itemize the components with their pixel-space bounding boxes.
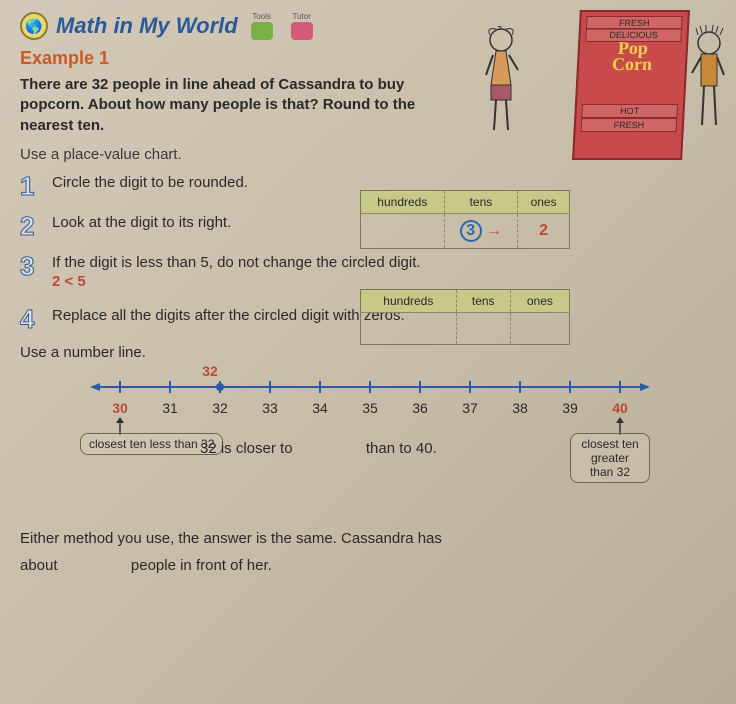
person-left [476,25,526,150]
person-right [684,25,734,150]
nl-tick-39: 39 [562,400,578,416]
blank-answer [62,569,127,570]
conclusion-line-2a: about [20,557,58,574]
nl-tick-33: 33 [262,400,278,416]
tutor-icon [291,22,313,40]
closer-text-1: 32 is closer to [200,440,293,457]
pv-cell-hundreds [361,214,445,249]
nl-tick-37: 37 [462,400,478,416]
pv-cell-ones: 2 [518,214,570,249]
tutor-button[interactable]: Tutor [286,10,318,42]
nl-tick-34: 34 [312,400,328,416]
nl-tick-35: 35 [362,400,378,416]
nl-tick-30: 30 [112,400,128,416]
globe-icon: 🌎 [20,12,48,40]
nl-tick-40: 40 [612,400,628,416]
circled-tens-digit: 3 [460,220,482,242]
popcorn-logo-2: Corn [579,56,686,72]
tools-button-label: Tools [252,12,271,21]
number-line-section: Use a number line. 32 30 31 32 33 34 35 … [20,344,716,455]
place-value-table-1: hundreds tens ones 3 → 2 [360,190,570,249]
nl-tick-36: 36 [412,400,428,416]
tools-icon [251,22,273,40]
popcorn-label-fresh-2: FRESH [581,118,678,132]
closer-statement: 32 is closer to than to 40. [200,440,437,457]
step-number: 2 [20,213,44,239]
step-number: 3 [20,253,44,279]
place-value-table-2: hundreds tens ones [360,289,570,345]
step-text-extra: 2 < 5 [52,273,86,290]
nl-marker-label: 32 [202,363,218,379]
tools-button[interactable]: Tools [246,10,278,42]
blank-closer [297,452,362,453]
number-line-svg [90,365,650,400]
tutor-button-label: Tutor [293,12,311,21]
popcorn-label-hot: HOT [581,104,678,118]
pv2-cell-hundreds [361,313,457,345]
arrow-icon: → [486,222,502,239]
number-line-title: Use a number line. [20,344,716,361]
callout-right: closest ten greater than 32 [570,433,650,483]
problem-text: There are 32 people in line ahead of Cas… [20,75,450,136]
conclusion-text: Either method you use, the answer is the… [20,525,716,579]
popcorn-logo: Pop Corn [579,40,687,72]
conclusion-line-1: Either method you use, the answer is the… [20,530,442,547]
number-line: 32 30 31 32 33 34 35 36 37 38 39 40 [90,365,650,455]
pv2-header-hundreds: hundreds [361,290,457,313]
pv-header-ones: ones [518,191,570,214]
pv2-cell-tens [456,313,510,345]
step-number: 1 [20,173,44,199]
nl-tick-31: 31 [162,400,178,416]
pv2-cell-ones [510,313,569,345]
popcorn-label-delicious: DELICIOUS [585,28,682,42]
closer-text-2: than to 40. [366,440,437,457]
page-title: Math in My World [56,13,238,39]
illustration-area: FRESH DELICIOUS Pop Corn HOT FRESH [476,0,726,190]
pv-header-tens: tens [444,191,518,214]
place-value-tables: hundreds tens ones 3 → 2 hundreds tens o… [360,190,570,345]
conclusion-line-2b: people in front of her. [131,557,272,574]
nl-tick-38: 38 [512,400,528,416]
pv2-header-ones: ones [510,290,569,313]
step-number: 4 [20,306,44,332]
nl-tick-32: 32 [212,400,228,416]
pv2-header-tens: tens [456,290,510,313]
pv-header-hundreds: hundreds [361,191,445,214]
popcorn-box: FRESH DELICIOUS Pop Corn HOT FRESH [572,10,690,160]
pv-cell-tens: 3 → [444,214,518,249]
